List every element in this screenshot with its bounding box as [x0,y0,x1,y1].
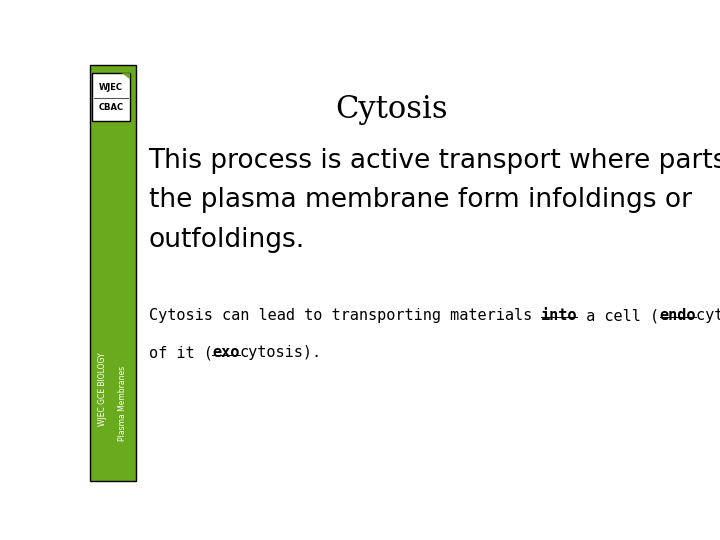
Text: WJEC: WJEC [99,83,123,92]
Text: endo: endo [660,308,696,323]
Text: into: into [541,308,577,323]
FancyBboxPatch shape [90,65,136,481]
Text: Cytosis can lead to transporting materials: Cytosis can lead to transporting materia… [148,308,541,323]
Text: cytosis) our: cytosis) our [696,308,720,323]
Text: Cytosis: Cytosis [335,94,448,125]
Text: This process is active transport where parts of: This process is active transport where p… [148,148,720,174]
Text: exo: exo [212,346,240,361]
Text: the plasma membrane form infoldings or: the plasma membrane form infoldings or [148,187,692,213]
FancyBboxPatch shape [92,73,130,121]
Text: cytosis).: cytosis). [240,346,322,361]
Text: CBAC: CBAC [99,103,124,112]
Text: a cell (: a cell ( [577,308,660,323]
Text: outfoldings.: outfoldings. [148,227,305,253]
Text: of it (: of it ( [148,346,212,361]
Polygon shape [122,73,130,79]
Text: WJEC GCE BIOLOGY: WJEC GCE BIOLOGY [99,352,107,426]
Text: Plasma Membranes: Plasma Membranes [119,366,127,441]
